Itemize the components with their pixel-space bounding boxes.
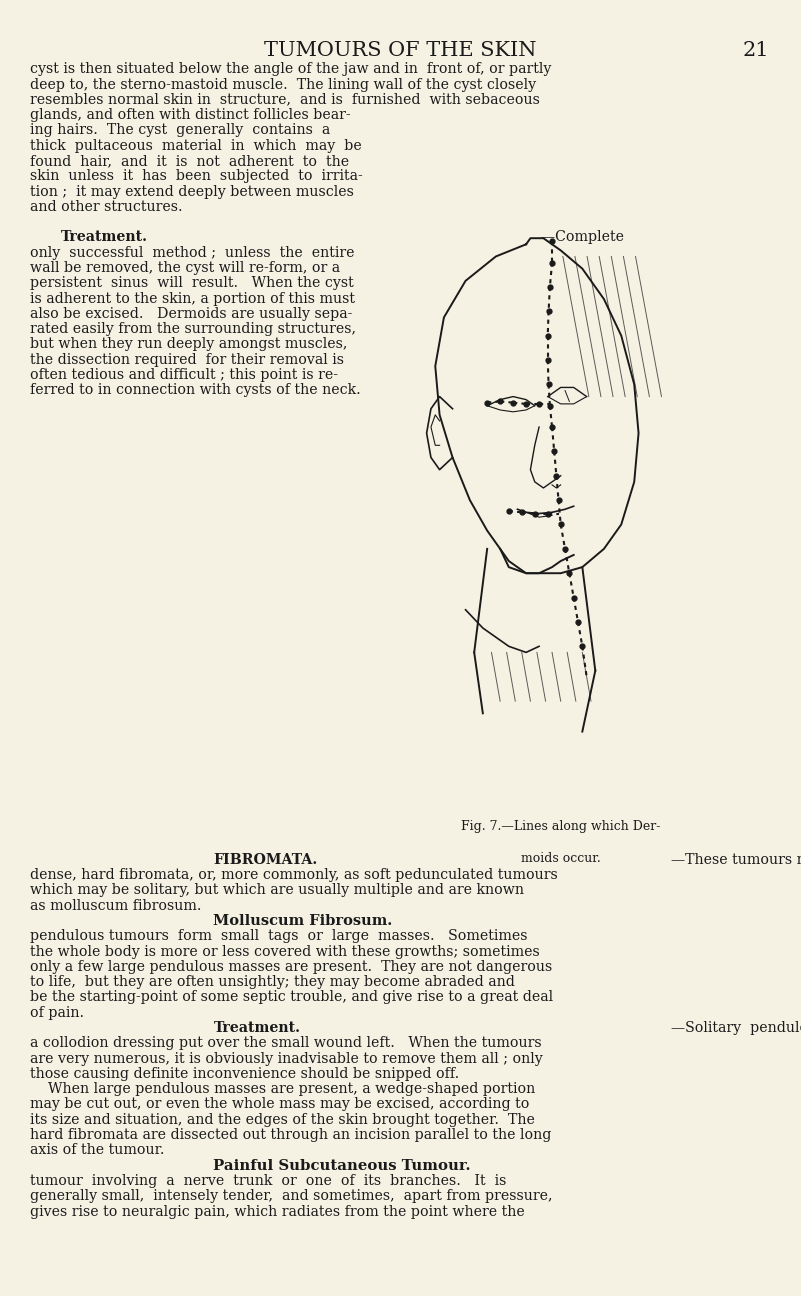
Text: ing hairs.  The cyst  generally  contains  a: ing hairs. The cyst generally contains a [30, 123, 331, 137]
Text: gives rise to neuralgic pain, which radiates from the point where the: gives rise to neuralgic pain, which radi… [30, 1204, 525, 1218]
Text: TUMOURS OF THE SKIN: TUMOURS OF THE SKIN [264, 41, 537, 61]
Text: persistent  sinus  will  result.   When the cyst: persistent sinus will result. When the c… [30, 276, 354, 290]
Text: generally small,  intensely tender,  and sometimes,  apart from pressure,: generally small, intensely tender, and s… [30, 1190, 553, 1203]
Text: Molluscum Fibrosum.: Molluscum Fibrosum. [213, 914, 392, 928]
Text: cyst is then situated below the angle of the jaw and in  front of, or partly: cyst is then situated below the angle of… [30, 62, 552, 76]
Text: skin  unless  it  has  been  subjected  to  irrita-: skin unless it has been subjected to irr… [30, 170, 363, 183]
Text: deep to, the sterno-mastoid muscle.  The lining wall of the cyst closely: deep to, the sterno-mastoid muscle. The … [30, 78, 537, 92]
Text: may be cut out, or even the whole mass may be excised, according to: may be cut out, or even the whole mass m… [30, 1098, 529, 1112]
Text: FIBROMATA.: FIBROMATA. [213, 853, 318, 867]
Text: When large pendulous masses are present, a wedge-shaped portion: When large pendulous masses are present,… [30, 1082, 536, 1096]
Text: Treatment.: Treatment. [61, 231, 148, 245]
Text: but when they run deeply amongst muscles,: but when they run deeply amongst muscles… [30, 337, 348, 351]
Text: glands, and often with distinct follicles bear-: glands, and often with distinct follicle… [30, 108, 351, 122]
Text: ferred to in connection with cysts of the neck.: ferred to in connection with cysts of th… [30, 384, 361, 398]
Text: be the starting-point of some septic trouble, and give rise to a great deal: be the starting-point of some septic tro… [30, 990, 553, 1004]
Text: found  hair,  and  it  is  not  adherent  to  the: found hair, and it is not adherent to th… [30, 154, 349, 168]
Text: Treatment.: Treatment. [213, 1021, 300, 1036]
Text: Painful Subcutaneous Tumour.: Painful Subcutaneous Tumour. [213, 1159, 471, 1173]
Text: moids occur.: moids occur. [521, 853, 601, 866]
Text: those causing definite inconvenience should be snipped off.: those causing definite inconvenience sho… [30, 1067, 460, 1081]
Text: hard fibromata are dissected out through an incision parallel to the long: hard fibromata are dissected out through… [30, 1128, 552, 1142]
Text: dense, hard fibromata, or, more commonly, as soft pedunculated tumours: dense, hard fibromata, or, more commonly… [30, 868, 558, 883]
Text: wall be removed, the cyst will re-form, or a: wall be removed, the cyst will re-form, … [30, 260, 340, 275]
Text: pendulous tumours  form  small  tags  or  large  masses.   Sometimes: pendulous tumours form small tags or lar… [30, 929, 528, 943]
Text: are very numerous, it is obviously inadvisable to remove them all ; only: are very numerous, it is obviously inadv… [30, 1051, 543, 1065]
Text: resembles normal skin in  structure,  and is  furnished  with sebaceous: resembles normal skin in structure, and … [30, 93, 541, 106]
Text: the whole body is more or less covered with these growths; sometimes: the whole body is more or less covered w… [30, 945, 540, 959]
Text: a collodion dressing put over the small wound left.   When the tumours: a collodion dressing put over the small … [30, 1037, 542, 1050]
Text: which may be solitary, but which are usually multiple and are known: which may be solitary, but which are usu… [30, 884, 525, 897]
Text: as molluscum fibrosum.: as molluscum fibrosum. [30, 898, 202, 912]
Text: tumour  involving  a  nerve  trunk  or  one  of  its  branches.   It  is: tumour involving a nerve trunk or one of… [30, 1174, 507, 1188]
Text: only  successful  method ;  unless  the  entire: only successful method ; unless the enti… [30, 246, 355, 259]
Text: of pain.: of pain. [30, 1006, 85, 1020]
Text: only a few large pendulous masses are present.  They are not dangerous: only a few large pendulous masses are pr… [30, 960, 553, 973]
Text: to life,  but they are often unsightly; they may become abraded and: to life, but they are often unsightly; t… [30, 975, 515, 989]
Text: axis of the tumour.: axis of the tumour. [30, 1143, 165, 1157]
Text: often tedious and difficult ; this point is re-: often tedious and difficult ; this point… [30, 368, 339, 382]
Text: its size and situation, and the edges of the skin brought together.  The: its size and situation, and the edges of… [30, 1113, 535, 1126]
Text: 21: 21 [743, 41, 769, 61]
Text: —Solitary  pendulous  masses  may  be  snipped  off,  and: —Solitary pendulous masses may be snippe… [671, 1021, 801, 1036]
Text: rated easily from the surrounding structures,: rated easily from the surrounding struct… [30, 323, 356, 336]
Text: is adherent to the skin, a portion of this must: is adherent to the skin, a portion of th… [30, 292, 356, 306]
Text: thick  pultaceous  material  in  which  may  be: thick pultaceous material in which may b… [30, 139, 362, 153]
Text: the dissection required  for their removal is: the dissection required for their remova… [30, 353, 344, 367]
Text: and other structures.: and other structures. [30, 200, 183, 214]
Text: —Complete: —Complete [541, 231, 633, 245]
Text: tion ;  it may extend deeply between muscles: tion ; it may extend deeply between musc… [30, 184, 354, 198]
Text: also be excised.   Dermoids are usually sepa-: also be excised. Dermoids are usually se… [30, 307, 352, 321]
Text: —These tumours may occur in  the skin  either as: —These tumours may occur in the skin eit… [671, 853, 801, 867]
Text: Fig. 7.—Lines along which Der-: Fig. 7.—Lines along which Der- [461, 820, 660, 833]
